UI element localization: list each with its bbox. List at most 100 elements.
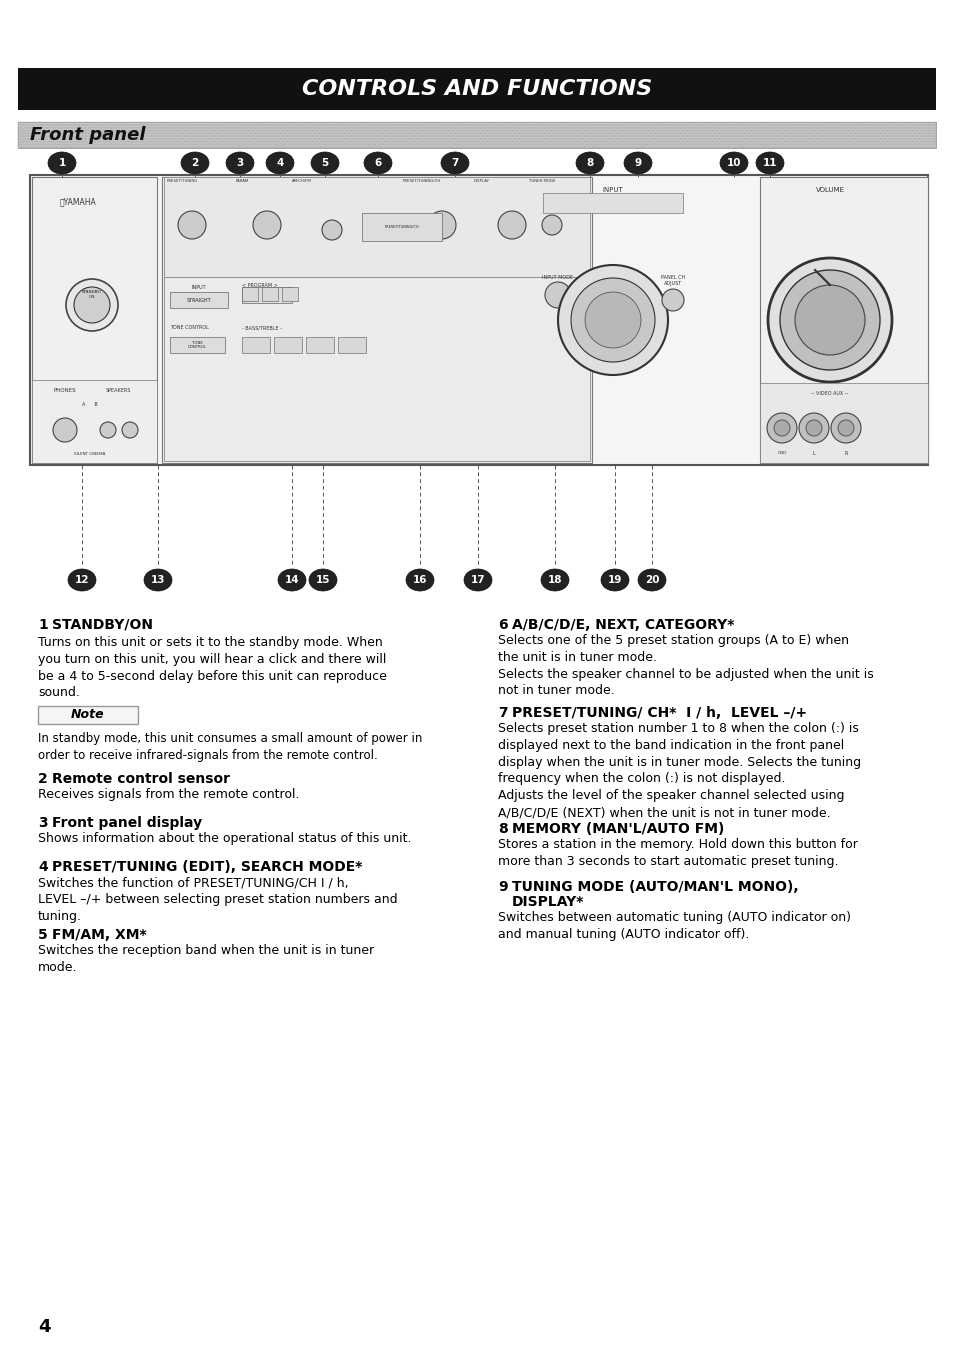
Text: DISPLAY*: DISPLAY*: [512, 895, 584, 909]
Text: 14: 14: [284, 575, 299, 585]
Bar: [164, 177, 589, 277]
Text: Switches the reception band when the unit is in tuner
mode.: Switches the reception band when the uni…: [38, 944, 374, 973]
Text: 8: 8: [497, 822, 507, 836]
Text: 3: 3: [236, 158, 243, 168]
Text: 4: 4: [38, 860, 48, 873]
Text: Front panel: Front panel: [30, 126, 146, 145]
Text: PARAM: PARAM: [235, 178, 249, 183]
Text: Stores a station in the memory. Hold down this button for
more than 3 seconds to: Stores a station in the memory. Hold dow…: [497, 838, 857, 868]
Circle shape: [767, 258, 891, 383]
Circle shape: [122, 422, 138, 438]
Text: 16: 16: [413, 575, 427, 585]
Text: Note: Note: [71, 708, 105, 722]
Bar: [170, 337, 225, 353]
Text: 7: 7: [451, 158, 458, 168]
Ellipse shape: [277, 569, 306, 591]
Circle shape: [780, 270, 879, 370]
Bar: [18, 122, 935, 147]
Text: AM/CH/FM: AM/CH/FM: [292, 178, 312, 183]
Text: PANEL CH
ADJUST: PANEL CH ADJUST: [660, 274, 684, 285]
Text: GND: GND: [777, 452, 786, 456]
Text: 15: 15: [315, 575, 330, 585]
Text: 6: 6: [497, 618, 507, 631]
Text: 10: 10: [726, 158, 740, 168]
Text: 5: 5: [321, 158, 328, 168]
Bar: [170, 292, 228, 308]
Bar: [32, 380, 157, 462]
Ellipse shape: [720, 151, 747, 174]
Text: 20: 20: [644, 575, 659, 585]
Text: Shows information about the operational status of this unit.: Shows information about the operational …: [38, 831, 411, 845]
Bar: [32, 177, 157, 462]
Text: TUNING MODE (AUTO/MAN'L MONO),: TUNING MODE (AUTO/MAN'L MONO),: [512, 880, 798, 894]
Bar: [18, 122, 935, 147]
Text: Front panel display: Front panel display: [52, 817, 202, 830]
Ellipse shape: [600, 569, 628, 591]
Circle shape: [253, 211, 281, 239]
Text: PHONES: PHONES: [53, 388, 76, 393]
Bar: [164, 277, 589, 461]
Text: 4: 4: [276, 158, 283, 168]
Circle shape: [178, 211, 206, 239]
Text: Remote control sensor: Remote control sensor: [52, 772, 230, 786]
Text: ⓨYAMAHA: ⓨYAMAHA: [60, 197, 96, 206]
Bar: [361, 214, 441, 241]
Text: VOLUME: VOLUME: [815, 187, 843, 193]
Ellipse shape: [144, 569, 172, 591]
Text: 1: 1: [58, 158, 66, 168]
Text: Switches the function of PRESET/TUNING/CH Ⅰ / h,
LEVEL –/+ between selecting pre: Switches the function of PRESET/TUNING/C…: [38, 876, 397, 922]
Text: TONE
CONTROL: TONE CONTROL: [188, 341, 206, 349]
Text: 18: 18: [547, 575, 561, 585]
Text: 9: 9: [634, 158, 640, 168]
Text: PRESET/TUNING/CH: PRESET/TUNING/CH: [384, 224, 418, 228]
Text: CONTROLS AND FUNCTIONS: CONTROLS AND FUNCTIONS: [301, 78, 652, 99]
Bar: [242, 287, 292, 303]
Circle shape: [830, 412, 861, 443]
Bar: [306, 337, 334, 353]
Text: INPUT MODE: INPUT MODE: [542, 274, 573, 280]
Circle shape: [571, 279, 655, 362]
Ellipse shape: [540, 569, 568, 591]
Text: 6: 6: [374, 158, 381, 168]
Text: TUNER MODE: TUNER MODE: [528, 178, 555, 183]
Text: STANDBY/ON: STANDBY/ON: [52, 618, 152, 631]
Text: R: R: [843, 452, 847, 456]
Text: A      B: A B: [82, 402, 98, 407]
Circle shape: [805, 420, 821, 435]
Circle shape: [558, 265, 667, 375]
Text: INPUT: INPUT: [602, 187, 622, 193]
Circle shape: [661, 289, 683, 311]
Ellipse shape: [226, 151, 253, 174]
Text: DISPLAY: DISPLAY: [474, 178, 490, 183]
Ellipse shape: [623, 151, 651, 174]
Bar: [760, 177, 927, 462]
Text: A/B/C/D/E, NEXT, CATEGORY*: A/B/C/D/E, NEXT, CATEGORY*: [512, 618, 734, 631]
Circle shape: [497, 211, 525, 239]
Circle shape: [74, 287, 110, 323]
Text: Selects preset station number 1 to 8 when the colon (:) is
displayed next to the: Selects preset station number 1 to 8 whe…: [497, 722, 861, 819]
Ellipse shape: [576, 151, 603, 174]
Ellipse shape: [181, 151, 209, 174]
Text: 3: 3: [38, 817, 48, 830]
Bar: [542, 193, 682, 214]
Circle shape: [53, 418, 77, 442]
Text: 1: 1: [38, 618, 48, 631]
Circle shape: [837, 420, 853, 435]
Bar: [38, 706, 138, 725]
Text: - BASS/TREBLE -: - BASS/TREBLE -: [242, 324, 281, 330]
Text: SILENT CINEMA: SILENT CINEMA: [74, 452, 106, 456]
Circle shape: [100, 422, 116, 438]
Text: 17: 17: [470, 575, 485, 585]
Text: PRESET/TUNING/CH: PRESET/TUNING/CH: [402, 178, 440, 183]
Ellipse shape: [755, 151, 783, 174]
Text: 19: 19: [607, 575, 621, 585]
Bar: [274, 337, 302, 353]
Text: In standby mode, this unit consumes a small amount of power in
order to receive : In standby mode, this unit consumes a sm…: [38, 731, 422, 761]
Circle shape: [66, 279, 118, 331]
Circle shape: [794, 285, 864, 356]
Bar: [337, 337, 366, 353]
Text: 9: 9: [497, 880, 507, 894]
Text: MEMORY (MAN'L/AUTO FM): MEMORY (MAN'L/AUTO FM): [512, 822, 723, 836]
Text: SPEAKERS: SPEAKERS: [105, 388, 131, 393]
Text: 4: 4: [38, 1318, 51, 1336]
